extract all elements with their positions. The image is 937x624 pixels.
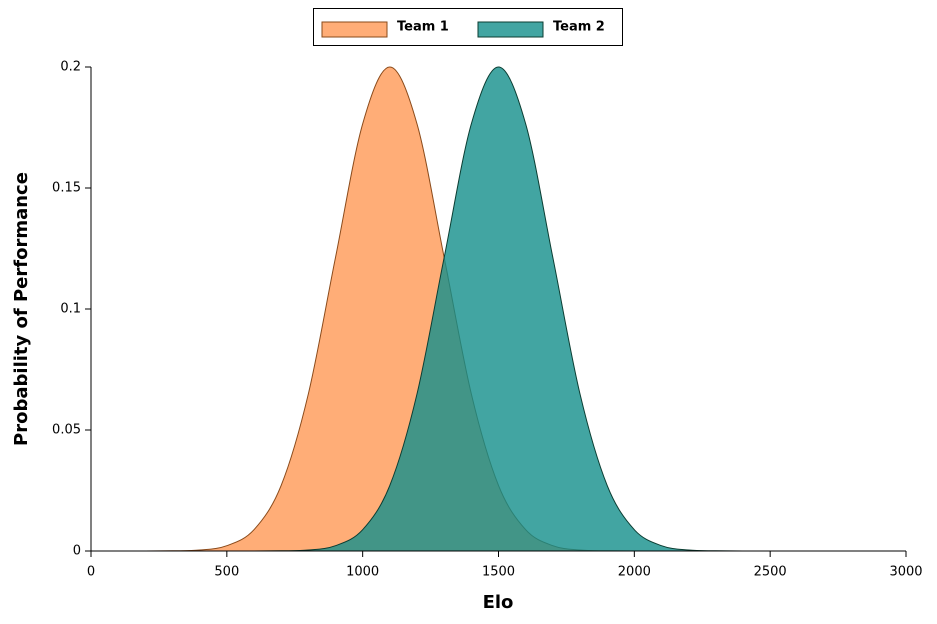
legend-swatch — [321, 21, 388, 38]
x-tick-label: 0 — [87, 565, 95, 580]
x-tick-label: 1000 — [346, 565, 379, 580]
x-tick-label: 1500 — [482, 565, 515, 580]
y-tick-label: 0.15 — [52, 181, 81, 196]
legend-label: Team 2 — [553, 20, 605, 35]
area — [91, 66, 879, 552]
y-tick-label: 0.1 — [60, 302, 81, 317]
y-tick-label: 0 — [73, 544, 81, 559]
y-axis-label: Probability of Performance — [11, 172, 32, 446]
x-tick-label: 3000 — [889, 565, 922, 580]
x-tick-label: 2500 — [754, 565, 787, 580]
y-tick-label: 0.2 — [60, 60, 81, 75]
x-tick-label: 500 — [214, 565, 239, 580]
x-axis-label: Elo — [483, 592, 514, 613]
x-tick-label: 2000 — [618, 565, 651, 580]
legend-swatch — [477, 21, 544, 38]
legend-label: Team 1 — [397, 20, 449, 35]
y-tick-label: 0.05 — [52, 423, 81, 438]
